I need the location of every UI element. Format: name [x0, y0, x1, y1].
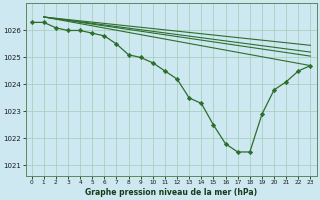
X-axis label: Graphe pression niveau de la mer (hPa): Graphe pression niveau de la mer (hPa)	[85, 188, 257, 197]
